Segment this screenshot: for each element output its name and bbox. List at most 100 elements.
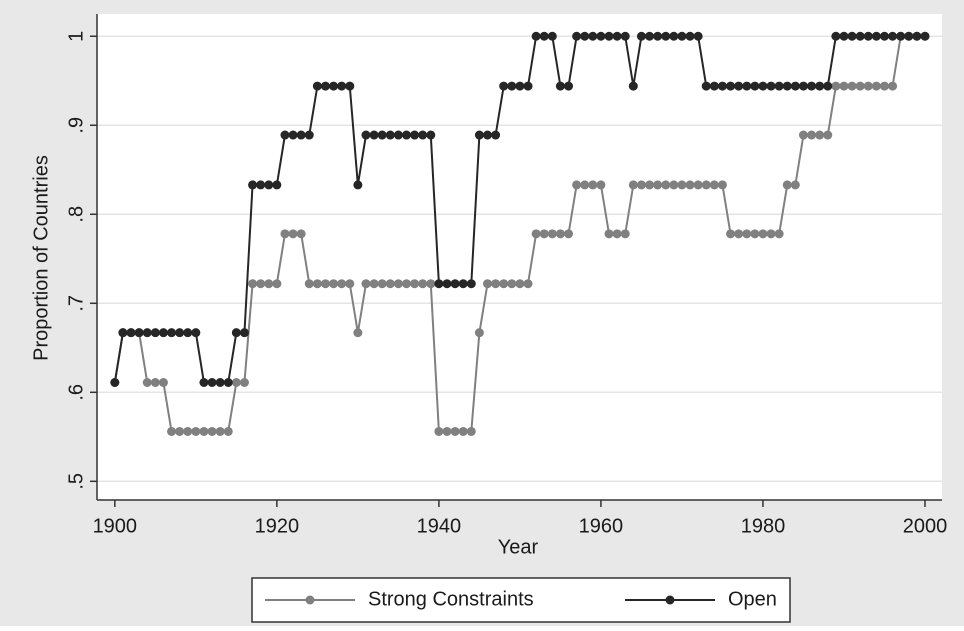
point [588, 180, 598, 190]
point [863, 31, 873, 41]
point [369, 130, 379, 140]
point [199, 378, 209, 388]
point [312, 279, 322, 289]
point [329, 81, 339, 91]
point [288, 130, 298, 140]
point [167, 328, 177, 338]
point [726, 229, 736, 239]
point [677, 180, 687, 190]
point [717, 81, 727, 91]
point [256, 180, 266, 190]
point [612, 31, 622, 41]
plot-area [97, 14, 942, 500]
point [377, 279, 387, 289]
point [288, 229, 298, 239]
point [782, 81, 792, 91]
point [110, 378, 120, 388]
point [815, 81, 825, 91]
point [782, 180, 792, 190]
point [790, 180, 800, 190]
point [653, 180, 663, 190]
point [774, 229, 784, 239]
point [450, 279, 460, 289]
y-tick-label: .6 [65, 384, 87, 401]
point [628, 180, 638, 190]
point [564, 229, 574, 239]
point [175, 328, 185, 338]
point [499, 279, 509, 289]
point [272, 180, 282, 190]
point [410, 279, 420, 289]
point [798, 130, 808, 140]
point [523, 279, 533, 289]
point [693, 31, 703, 41]
point [223, 426, 233, 436]
point [118, 328, 128, 338]
point [466, 426, 476, 436]
point [669, 31, 679, 41]
point [158, 328, 168, 338]
point [410, 130, 420, 140]
x-tick-label: 1960 [579, 515, 624, 537]
point [207, 426, 217, 436]
point [320, 81, 330, 91]
point [661, 31, 671, 41]
point [215, 378, 225, 388]
point [248, 279, 258, 289]
point [604, 31, 614, 41]
x-tick-label: 1940 [417, 515, 462, 537]
point [231, 328, 241, 338]
x-tick-label: 1920 [255, 515, 300, 537]
legend-label: Open [728, 588, 777, 610]
point [377, 130, 387, 140]
point [337, 81, 347, 91]
point [758, 229, 768, 239]
point [248, 180, 258, 190]
point [742, 229, 752, 239]
point [888, 81, 898, 91]
point [482, 279, 492, 289]
point [774, 81, 784, 91]
point [709, 81, 719, 91]
point [904, 31, 914, 41]
point [239, 378, 249, 388]
point [450, 426, 460, 436]
point [645, 31, 655, 41]
point [701, 180, 711, 190]
point [863, 81, 873, 91]
point [653, 31, 663, 41]
point [167, 426, 177, 436]
point [142, 378, 152, 388]
point [734, 229, 744, 239]
point [393, 279, 403, 289]
y-axis-label: Proportion of Countries [30, 155, 52, 361]
point [264, 279, 274, 289]
point [823, 81, 833, 91]
point [491, 130, 501, 140]
point [831, 31, 841, 41]
point [855, 31, 865, 41]
point [604, 229, 614, 239]
point [482, 130, 492, 140]
point [442, 279, 452, 289]
point [150, 378, 160, 388]
point [750, 81, 760, 91]
point [555, 229, 565, 239]
point [871, 31, 881, 41]
legend-label: Strong Constraints [368, 588, 534, 610]
point [588, 31, 598, 41]
point [572, 180, 582, 190]
point [345, 81, 355, 91]
point [701, 81, 711, 91]
point [726, 81, 736, 91]
point [742, 81, 752, 91]
point [320, 279, 330, 289]
point [474, 328, 484, 338]
point [815, 130, 825, 140]
y-tick-label: .8 [65, 206, 87, 223]
point [831, 81, 841, 91]
point [491, 279, 501, 289]
point [847, 31, 857, 41]
point [442, 426, 452, 436]
